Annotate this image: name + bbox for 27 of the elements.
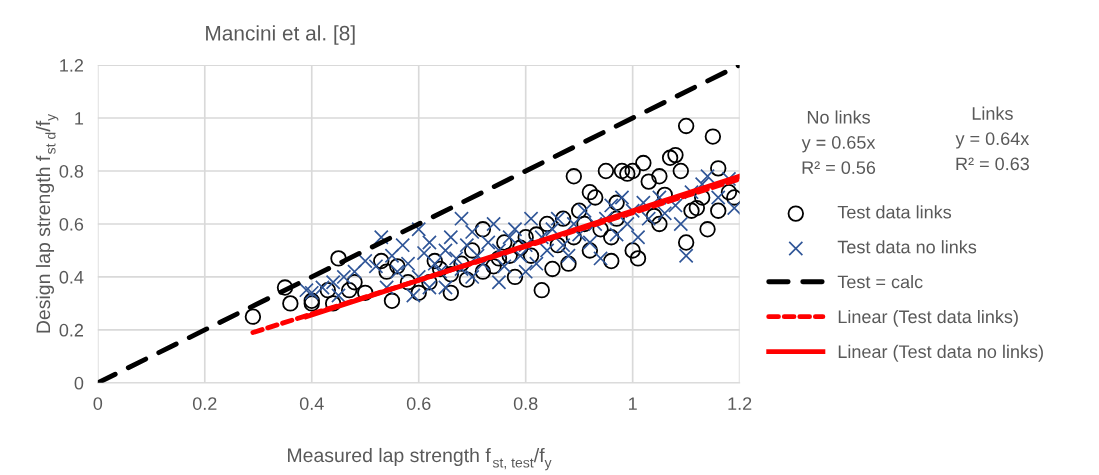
x-tick-label: 0.6 [406, 397, 431, 410]
legend-label: Test data links [837, 205, 952, 219]
x-tick-label: 0.8 [513, 397, 538, 410]
y-tick-label: 0.2 [59, 323, 84, 337]
legend-label: Linear (Test data no links) [838, 344, 1043, 362]
text: R² = 0.63 [956, 157, 1029, 171]
text: R² = 0.56 [802, 161, 876, 175]
y-tick-label: 0 [74, 376, 84, 390]
text: No links [807, 110, 870, 124]
text: y = 0.65x [801, 136, 876, 153]
legend-label: Test data no links [837, 240, 977, 254]
x-tick-label: 1.2 [728, 397, 752, 410]
text: Links [972, 106, 1013, 120]
legend-label: Test = calc [837, 275, 923, 289]
text: y = 0.64x [955, 132, 1030, 149]
y-tick-label: 0.8 [59, 164, 84, 178]
x-tick-label: 0 [93, 397, 103, 410]
y-tick-label: 1 [75, 112, 84, 125]
y-tick-label: 0.6 [59, 217, 84, 231]
chart-title: Mancini et al. [8] [206, 25, 355, 45]
x-tick-label: 1 [629, 397, 637, 410]
y-tick-label: 0.4 [59, 270, 84, 284]
legend-label: Linear (Test data links) [838, 309, 1018, 327]
x-tick-label: 0.2 [192, 397, 217, 410]
y-axis-title: Design lap strength fst d/fy [35, 113, 59, 333]
x-tick-label: 0.4 [299, 397, 324, 410]
y-tick-label: 1.2 [60, 59, 84, 72]
